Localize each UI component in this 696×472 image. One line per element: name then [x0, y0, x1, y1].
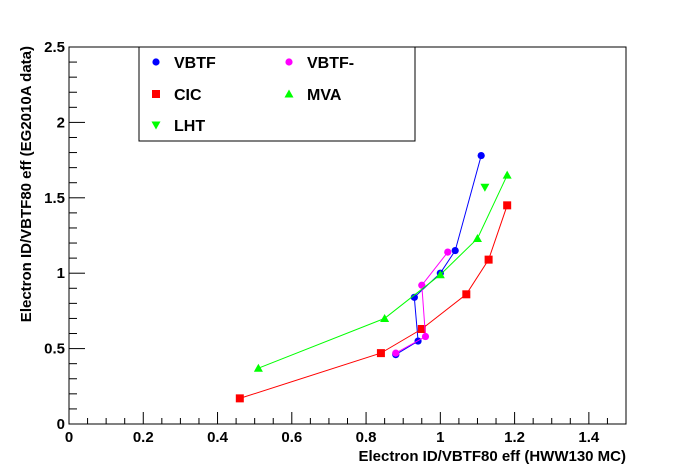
legend-label: CIC [174, 87, 202, 104]
data-point [484, 255, 493, 264]
data-point [410, 293, 418, 301]
legend-entry: CIC [152, 87, 202, 104]
series-vbtf- [392, 248, 452, 357]
y-tick-label: 1 [57, 265, 65, 282]
data-point [380, 313, 390, 322]
series-vbtf [392, 151, 485, 359]
x-tick-label: 0.8 [356, 429, 377, 446]
series-lht [480, 183, 490, 192]
x-tick-label: 1.2 [504, 429, 525, 446]
data-point [418, 281, 426, 289]
series-cic [235, 201, 512, 403]
legend-marker [152, 90, 160, 98]
series-line [395, 251, 449, 354]
data-point [392, 349, 400, 357]
legend-label: VBTF [174, 55, 216, 72]
series-line [395, 155, 482, 356]
data-point [417, 324, 426, 333]
y-tick-label: 1.5 [44, 190, 65, 207]
x-tick-label: 1 [436, 429, 444, 446]
y-tick-label: 0 [57, 416, 65, 433]
data-point [477, 151, 485, 160]
data-point [472, 234, 482, 243]
y-tick-label: 0.5 [44, 341, 65, 358]
x-axis: 0 0.2 0.4 0.6 0.8 1 1.2 1.4 [65, 412, 627, 446]
data-point [502, 170, 512, 179]
data-point [435, 270, 445, 279]
legend-entry: LHT [151, 118, 205, 135]
series-mva [253, 170, 512, 372]
legend-box [138, 46, 416, 142]
y-tick-label: 2 [57, 114, 65, 131]
data-point [451, 246, 459, 255]
x-tick-label: 0 [65, 429, 73, 446]
y-axis: 0 0.5 1 1.5 2 2.5 [44, 39, 85, 433]
legend-entry: VBTF [152, 55, 216, 72]
data-point [480, 183, 490, 192]
legend-marker [152, 58, 160, 66]
series-line [258, 174, 508, 369]
legend-entry: VBTF- [285, 55, 354, 72]
x-tick-label: 1.4 [578, 429, 600, 446]
legend-marker [285, 58, 293, 66]
legend-marker [151, 121, 161, 130]
y-axis-title: Electron ID/VBTF80 eff (EG2010A data) [18, 46, 35, 322]
series-line [239, 205, 508, 399]
data-point [376, 349, 385, 358]
x-tick-label: 0.6 [281, 429, 302, 446]
legend: VBTF CIC LHT VBTF- MVA [138, 46, 416, 142]
data-point [253, 363, 263, 372]
data-point [235, 394, 244, 403]
x-tick-label: 0.2 [133, 429, 154, 446]
legend-label: LHT [174, 118, 205, 135]
legend-entry: MVA [284, 87, 342, 104]
series-layer [235, 151, 512, 403]
x-tick-label: 0.4 [207, 429, 229, 446]
x-axis-title: Electron ID/VBTF80 eff (HWW130 MC) [358, 448, 626, 465]
data-point [462, 290, 471, 299]
data-point [444, 248, 452, 256]
legend-marker [284, 89, 294, 98]
legend-label: MVA [307, 87, 342, 104]
data-point [503, 201, 512, 210]
data-point [421, 332, 430, 341]
y-tick-label: 2.5 [44, 39, 65, 56]
legend-label: VBTF- [307, 55, 354, 72]
